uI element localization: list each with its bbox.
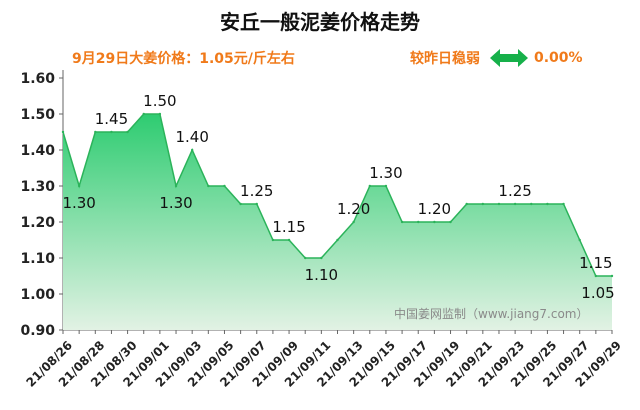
y-tick-label: 1.20 [20,215,55,231]
data-point [400,220,404,224]
data-point [449,220,452,224]
data-point [61,130,65,134]
double-arrow-icon [490,49,528,67]
data-point [255,202,258,206]
data-label: 1.15 [579,254,612,272]
data-point [126,130,129,134]
data-label: 1.20 [337,200,370,218]
data-point [77,184,81,188]
data-point [433,220,436,224]
data-point [513,202,517,206]
y-tick-label: 0.90 [20,323,55,339]
y-tick-label: 1.00 [20,287,55,303]
data-point [530,202,533,206]
watermark: 中国姜网监制（www.jiang7.com） [394,307,589,321]
price-text: 9月29日大姜价格：1.05元/斤左右 [72,51,295,67]
data-point [304,256,307,260]
data-point [481,202,485,206]
data-point [142,112,145,116]
x-axis: 21/08/2621/08/2821/08/3021/09/0121/09/03… [24,329,624,390]
data-point [368,184,371,188]
data-point [384,184,388,188]
data-point [465,202,468,206]
data-label: 1.20 [418,200,451,218]
data-label: 1.45 [95,110,128,128]
data-point [562,202,565,206]
data-point [417,220,420,224]
data-label: 1.25 [498,182,531,200]
data-point [320,256,323,260]
compare-value: 0.00% [534,50,583,66]
data-point [352,220,355,224]
data-point [207,184,210,188]
data-point [190,148,194,152]
data-point [546,202,549,206]
data-point [497,202,501,206]
compare-indicator: 较昨日稳弱 0.00% [410,48,583,68]
data-point [271,238,275,242]
data-label: 1.30 [159,194,192,212]
y-tick-label: 1.60 [20,71,55,87]
data-point [239,202,242,206]
data-label: 1.25 [240,182,273,200]
data-labels: 1.30 1.45 1.50 1.30 1.40 1.25 1.15 1.10 1.20 1.30… [62,92,614,302]
y-tick-label: 1.40 [20,143,55,159]
compare-label: 较昨日稳弱 [410,51,480,67]
data-point [578,238,581,242]
data-point [287,238,291,242]
data-point [610,274,614,278]
data-label: 1.40 [175,128,208,146]
data-label: 1.10 [305,266,338,284]
price-area [63,114,612,330]
data-label: 1.50 [143,92,176,110]
data-label: 1.15 [272,218,305,236]
y-tick-label: 1.30 [20,179,55,195]
data-point [94,130,97,134]
data-point [223,184,226,188]
data-points [61,112,614,278]
y-tick-label: 1.50 [20,107,55,123]
data-label: 1.30 [369,164,402,182]
y-axis: 0.90 1.00 1.10 1.20 1.30 1.40 1.50 1.60 [20,70,64,339]
data-label: 1.30 [62,194,95,212]
data-point [158,112,162,116]
data-label: 1.05 [581,284,614,302]
data-point [110,130,113,134]
data-point [336,238,339,242]
chart-title: 安丘一般泥姜价格走势 [220,10,420,34]
y-tick-label: 1.10 [20,251,55,267]
data-point [174,184,178,188]
data-point [594,274,598,278]
